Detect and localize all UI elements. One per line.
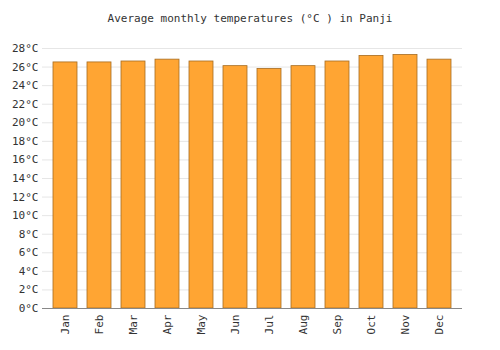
svg-text:20°C: 20°C: [12, 116, 39, 129]
svg-text:Mar: Mar: [127, 314, 140, 334]
svg-text:28°C: 28°C: [12, 42, 39, 55]
svg-text:6°C: 6°C: [19, 246, 39, 259]
svg-text:22°C: 22°C: [12, 98, 39, 111]
html-text:Average monthly temperatures (: Average monthly temperatures (°C ) in Pa…: [107, 12, 393, 25]
svg-text:Jan: Jan: [59, 315, 72, 335]
svg-text:10°C: 10°C: [12, 209, 39, 222]
svg-text:0°C: 0°C: [19, 302, 39, 315]
svg-text:May: May: [195, 314, 208, 334]
svg-text:24°C: 24°C: [12, 79, 39, 92]
svg-text:12°C: 12°C: [12, 191, 39, 204]
svg-text:Oct: Oct: [365, 315, 378, 335]
svg-text:2°C: 2°C: [19, 283, 39, 296]
svg-text:Apr: Apr: [161, 314, 174, 334]
svg-text:Jul: Jul: [263, 315, 276, 335]
svg-text:18°C: 18°C: [12, 135, 39, 148]
svg-text:4°C: 4°C: [19, 265, 39, 278]
svg-text:14°C: 14°C: [12, 172, 39, 185]
svg-text:Dec: Dec: [433, 315, 446, 335]
svg-text:Jun: Jun: [229, 315, 242, 335]
svg-text:16°C: 16°C: [12, 153, 39, 166]
svg-text:26°C: 26°C: [12, 61, 39, 74]
svg-text:Nov: Nov: [399, 314, 412, 334]
svg-text:Aug: Aug: [297, 315, 310, 335]
svg-text:8°C: 8°C: [19, 228, 39, 241]
svg-text:Sep: Sep: [331, 315, 344, 335]
svg-text:Feb: Feb: [93, 315, 106, 335]
